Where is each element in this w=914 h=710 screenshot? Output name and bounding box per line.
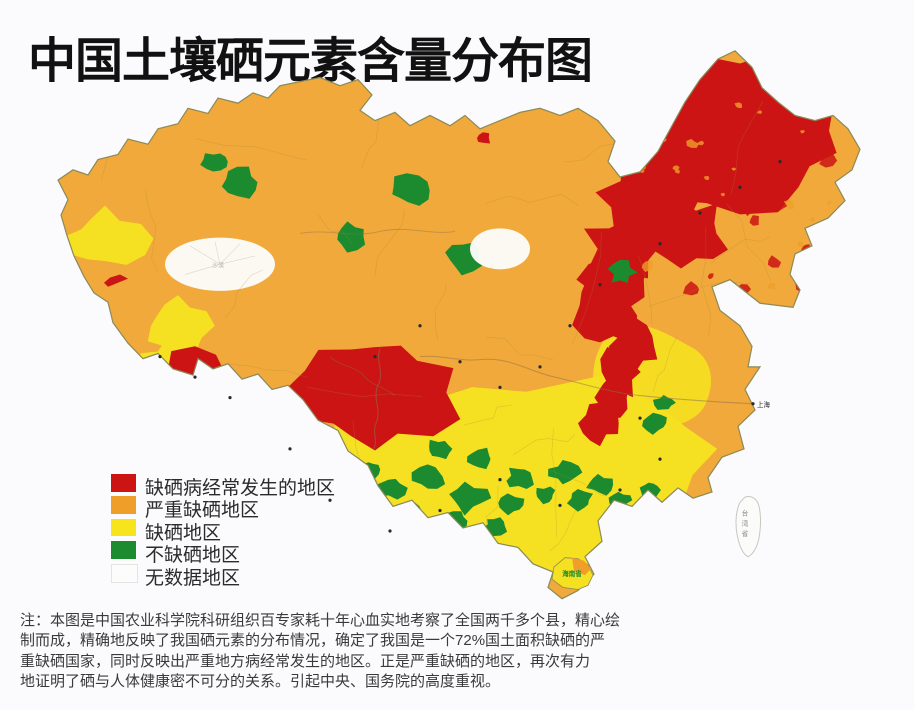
svg-text:海南省: 海南省 [562, 569, 582, 578]
svg-text:上海: 上海 [757, 400, 770, 409]
svg-text:湾: 湾 [742, 519, 749, 528]
svg-text:台: 台 [742, 509, 749, 518]
svg-text:沙漠: 沙漠 [212, 261, 224, 269]
svg-text:省: 省 [742, 529, 749, 538]
